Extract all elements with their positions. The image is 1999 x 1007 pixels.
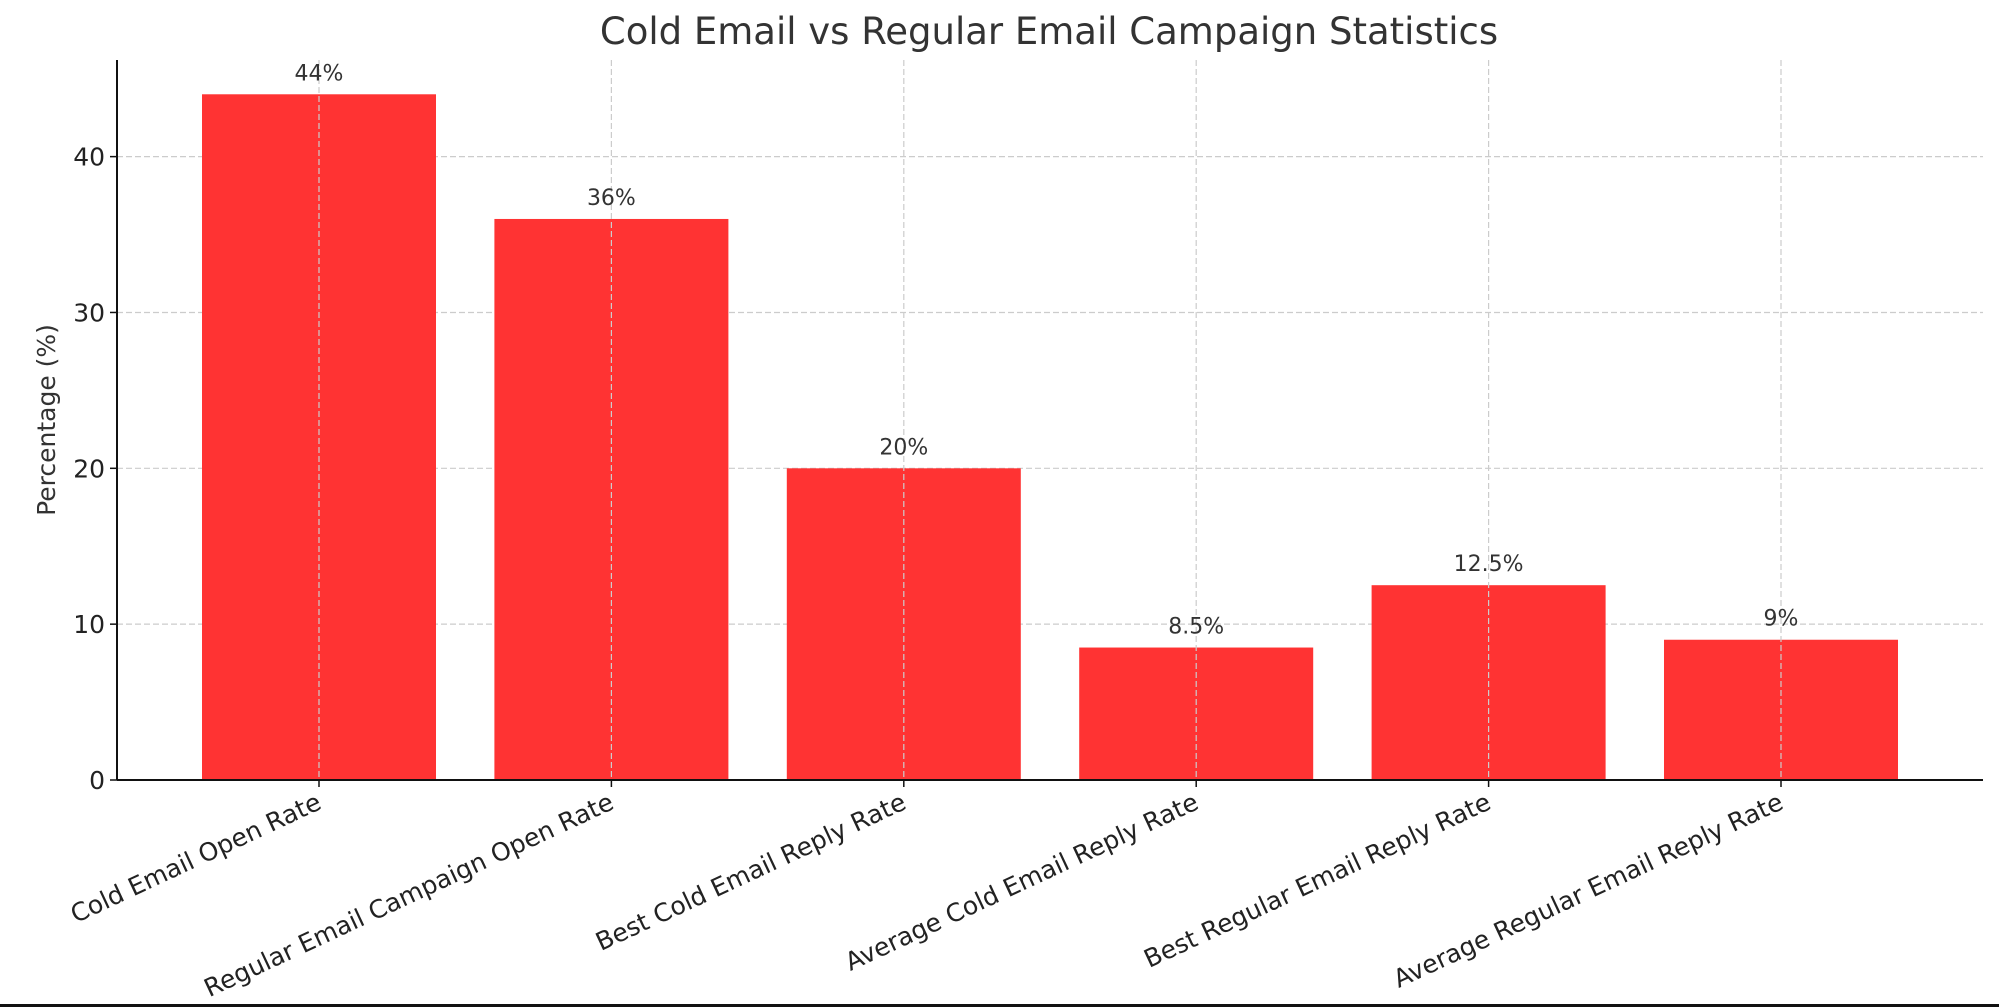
chart-title: Cold Email vs Regular Email Campaign Sta… [600,10,1498,53]
data-label: 20% [879,435,928,460]
y-tick-label: 40 [73,143,105,172]
y-tick-label: 30 [73,298,105,327]
data-label: 8.5% [1168,615,1224,640]
data-label: 36% [587,186,636,211]
data-label: 12.5% [1454,552,1524,577]
y-tick-label: 0 [89,766,105,795]
y-axis-label: Percentage (%) [32,324,61,516]
x-tick-label: Best Cold Email Reply Rate [591,787,910,956]
bottom-border [0,1004,1999,1007]
x-tick-label: Cold Email Open Rate [66,787,326,929]
bars: 44% 36% 20% 8.5% 12.5% 9% [202,60,1898,781]
y-tick-label: 10 [73,610,105,639]
y-tick-label: 20 [73,454,105,483]
data-label: 9% [1764,607,1799,632]
data-label: 44% [295,61,344,86]
